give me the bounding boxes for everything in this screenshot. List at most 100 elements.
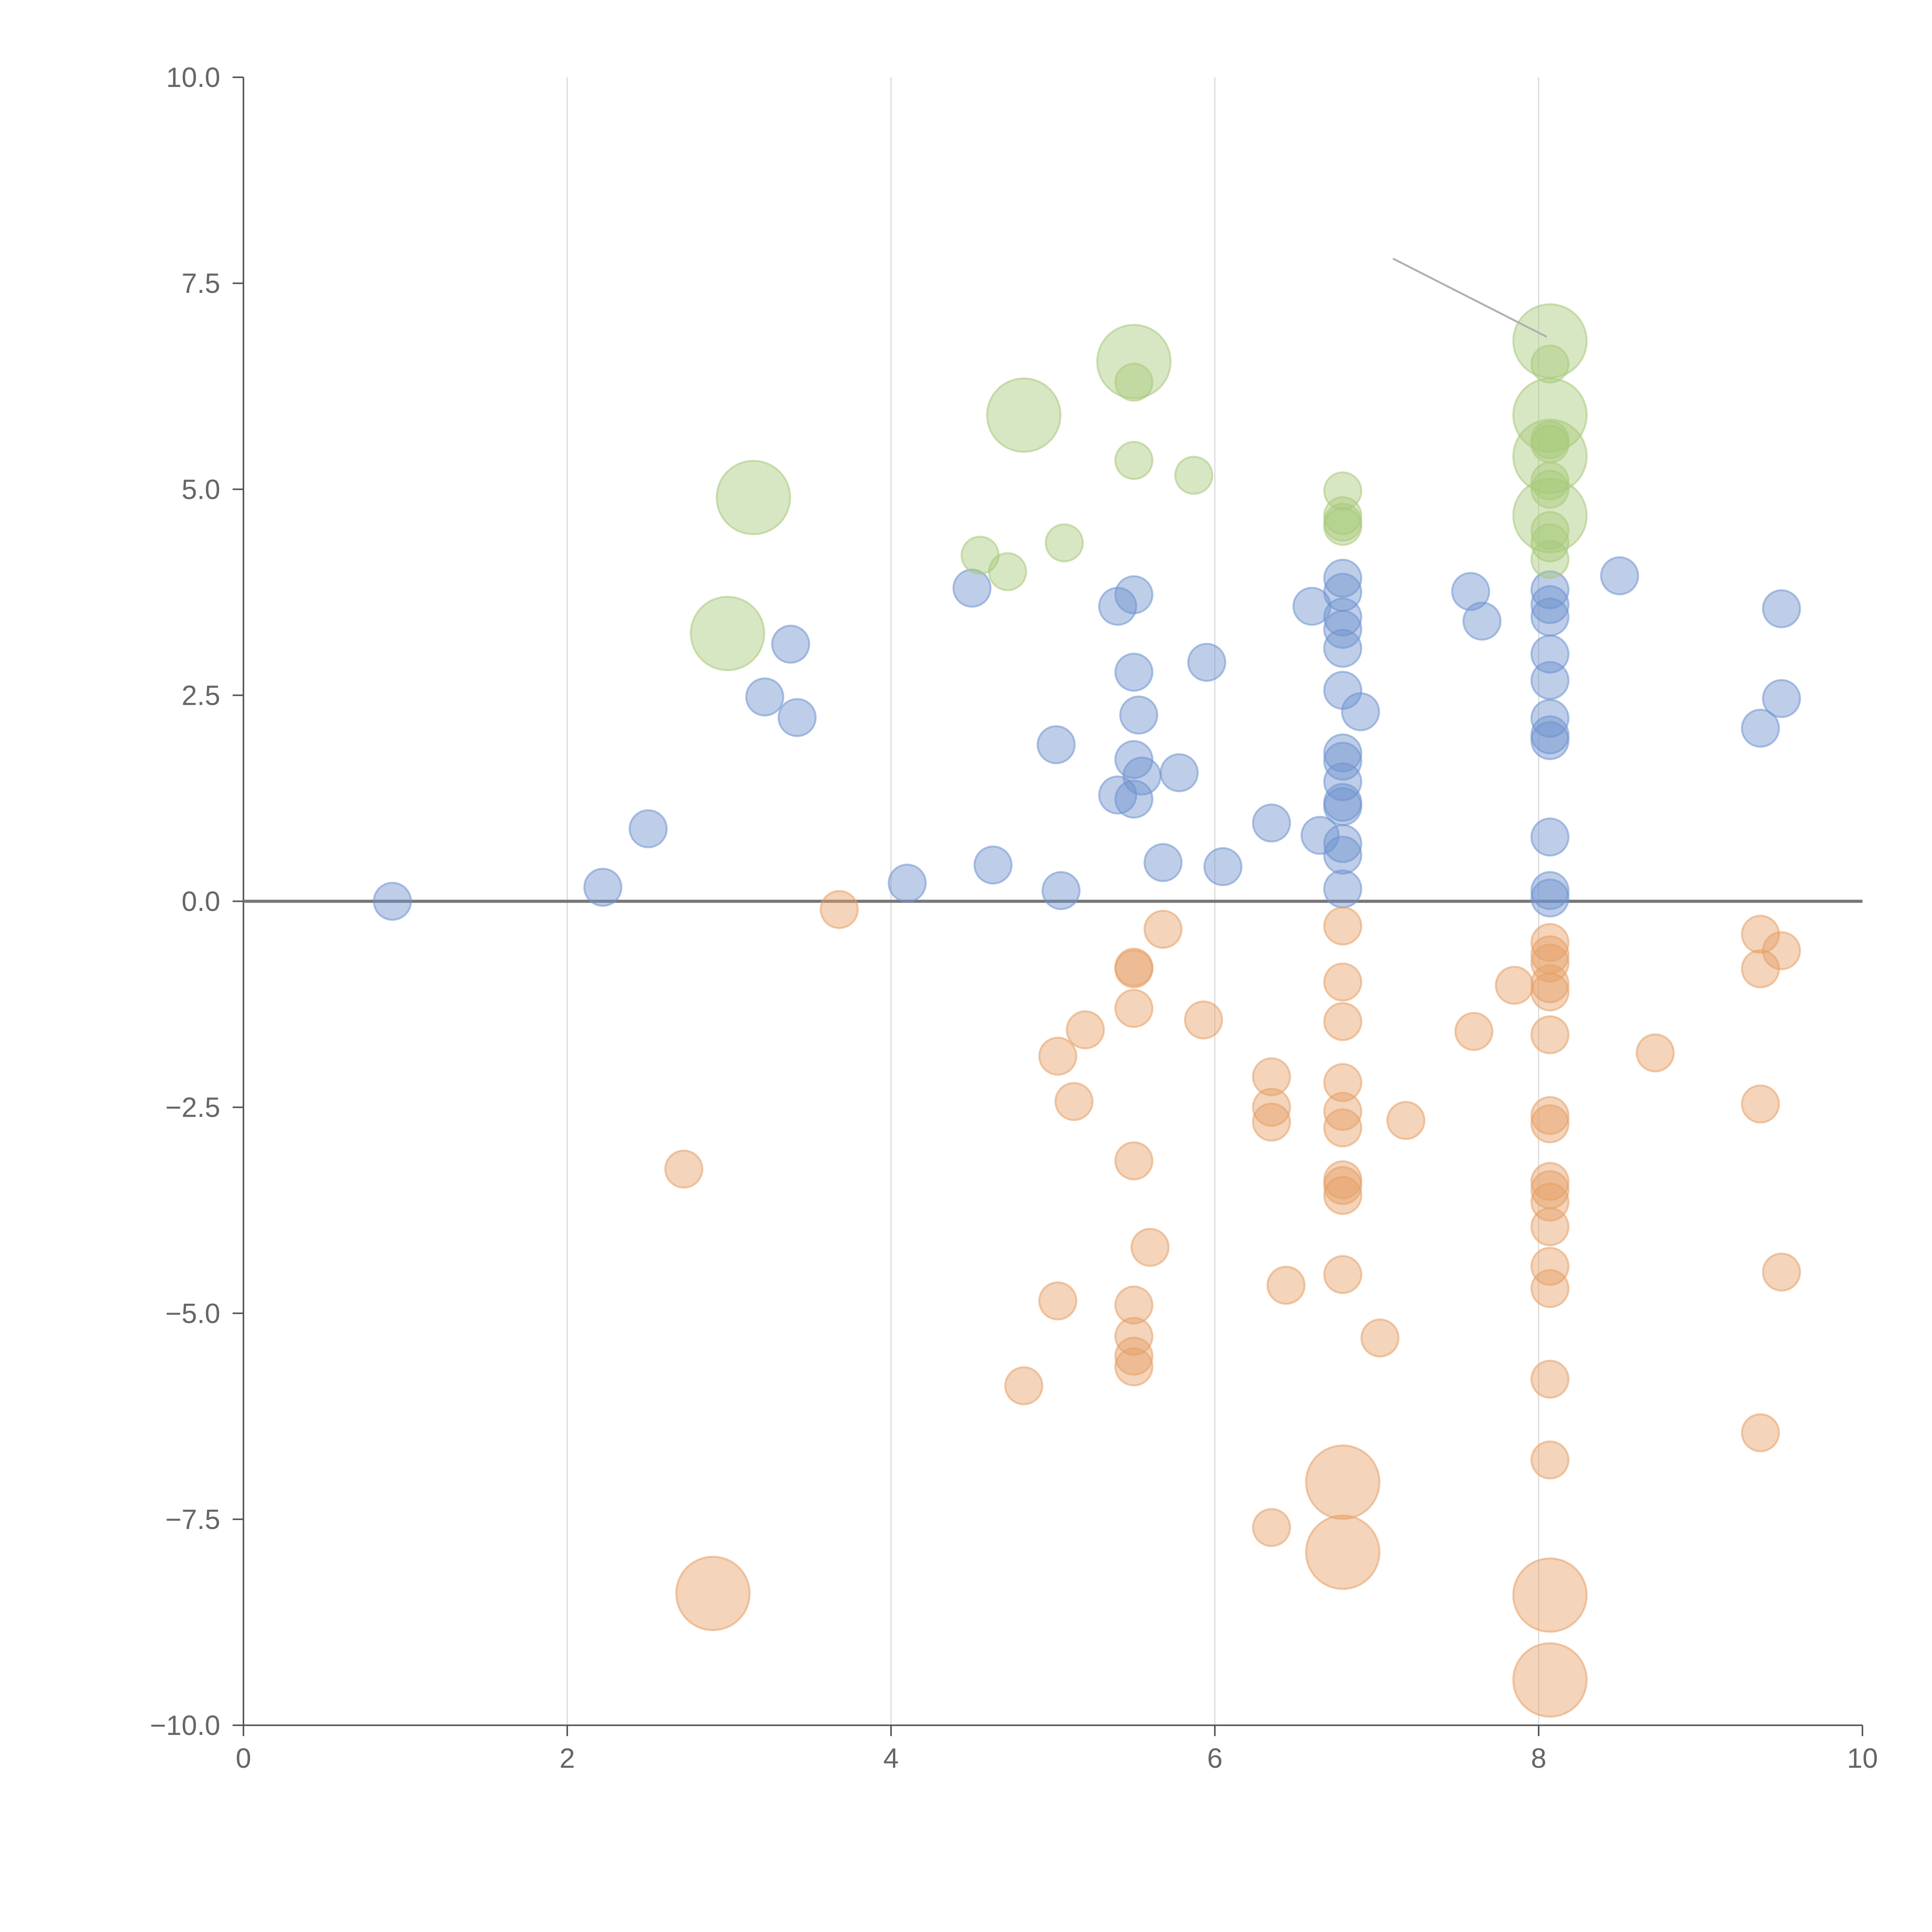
bubble-green xyxy=(1530,424,1570,464)
series-blue xyxy=(372,556,1801,921)
bubble-orange xyxy=(1323,1092,1362,1131)
bubble-orange xyxy=(1323,1108,1362,1148)
bubble-green xyxy=(690,595,765,671)
bubble-blue xyxy=(1451,572,1490,611)
bubble-blue xyxy=(1530,585,1570,624)
y-tick-label: 0.0 xyxy=(182,886,220,917)
bubble-orange xyxy=(1054,1082,1094,1121)
bubble-orange xyxy=(1762,931,1801,970)
bubble-blue xyxy=(629,809,668,849)
x-tick-label: 8 xyxy=(1531,1743,1546,1774)
bubble-blue xyxy=(1323,742,1362,781)
y-tick-label: −10.0 xyxy=(150,1710,220,1741)
bubble-green xyxy=(988,552,1027,591)
bubble-orange xyxy=(1530,943,1570,983)
bubble-blue xyxy=(1530,878,1570,918)
bubble-orange xyxy=(1323,1176,1362,1215)
annotation-connector xyxy=(1392,257,1548,338)
bubble-orange xyxy=(1114,989,1153,1028)
bubble-blue xyxy=(1323,629,1362,668)
bubble-orange xyxy=(1252,1057,1291,1097)
bubble-blue xyxy=(1098,775,1138,815)
bubble-orange xyxy=(1530,1269,1570,1308)
bubble-orange xyxy=(1741,1084,1780,1124)
bubble-blue xyxy=(1530,570,1570,609)
bubble-green xyxy=(1530,461,1570,501)
bubble-blue xyxy=(1143,843,1183,882)
bubble-blue xyxy=(1323,824,1362,863)
bubble-green xyxy=(1530,523,1570,563)
bubble-green xyxy=(986,377,1062,453)
bubble-orange xyxy=(1530,1104,1570,1143)
bubble-blue xyxy=(1600,556,1639,595)
bubble-green xyxy=(1530,469,1570,509)
bubble-blue xyxy=(1323,559,1362,598)
bubble-orange xyxy=(1530,1359,1570,1399)
bubble-blue xyxy=(1341,692,1380,731)
bubble-orange xyxy=(1184,1000,1223,1040)
bubble-orange xyxy=(1323,1255,1362,1294)
bubble-blue xyxy=(1300,816,1340,855)
bubble-orange xyxy=(1252,1508,1291,1547)
bubble-blue xyxy=(1462,601,1502,641)
bubble-orange xyxy=(1454,1012,1493,1051)
bubble-orange xyxy=(1741,1413,1780,1452)
bubble-blue xyxy=(1323,869,1362,909)
bubble-blue xyxy=(1252,803,1291,843)
bubble-blue xyxy=(1530,817,1570,857)
bubble-orange xyxy=(1038,1281,1078,1321)
bubble-blue xyxy=(1762,589,1801,628)
bubble-orange xyxy=(820,890,859,929)
bubble-orange xyxy=(1252,1088,1291,1127)
bubble-orange xyxy=(1530,1162,1570,1201)
bubble-orange xyxy=(1323,1063,1362,1102)
bubble-blue xyxy=(1741,709,1780,748)
bubble-blue xyxy=(372,882,412,921)
bubble-orange xyxy=(1114,1337,1153,1376)
bubble-blue xyxy=(1041,871,1081,910)
x-tick-label: 6 xyxy=(1207,1743,1223,1774)
series-orange xyxy=(664,890,1801,1718)
bubble-green xyxy=(716,460,791,536)
bubble-orange xyxy=(1323,906,1362,946)
bubble-orange xyxy=(1114,1141,1153,1180)
bubble-blue xyxy=(1036,725,1076,764)
series-green xyxy=(690,303,1588,671)
bubble-orange xyxy=(675,1556,751,1631)
bubble-orange xyxy=(1512,1557,1588,1633)
bubble-blue xyxy=(1530,597,1570,637)
bubble-blue xyxy=(888,864,927,903)
bubble-green xyxy=(1114,362,1153,402)
bubble-blue xyxy=(1160,753,1199,793)
bubble-orange xyxy=(1305,1444,1381,1520)
bubble-blue xyxy=(1323,787,1362,826)
bubble-green xyxy=(1530,540,1570,579)
bubble-blue xyxy=(1203,847,1243,886)
bubble-blue xyxy=(1530,661,1570,700)
x-tick-label: 0 xyxy=(236,1743,251,1774)
bubble-orange xyxy=(1143,910,1183,949)
bubble-orange xyxy=(1323,1002,1362,1041)
bubble-orange xyxy=(1530,1247,1570,1286)
bubble-orange xyxy=(1130,1228,1170,1267)
bubble-orange xyxy=(1512,1642,1588,1718)
bubble-orange xyxy=(1114,1316,1153,1356)
bubble-green xyxy=(1530,344,1570,384)
bubble-green xyxy=(1530,511,1570,550)
bubble-orange xyxy=(1530,972,1570,1012)
bubble-orange xyxy=(1530,1096,1570,1135)
bubble-blue xyxy=(1114,779,1153,819)
y-tick-label: 10.0 xyxy=(166,62,220,93)
y-axis-ticks: 10.0 7.5 5.0 2.5 0.0 −2.5 −5.0 −7.5 −10.0 xyxy=(150,62,243,1741)
y-tick-label: 7.5 xyxy=(182,268,220,299)
bubble-orange xyxy=(1360,1318,1400,1358)
bubble-green xyxy=(1114,441,1153,480)
bubble-blue xyxy=(1114,575,1153,614)
bubble-orange xyxy=(1530,1207,1570,1247)
x-tick-label: 10 xyxy=(1847,1743,1878,1774)
y-tick-label: −5.0 xyxy=(165,1298,220,1329)
bubble-orange xyxy=(664,1150,704,1189)
bubble-orange xyxy=(1266,1265,1306,1305)
bubble-blue xyxy=(1114,653,1153,692)
y-tick-label: 5.0 xyxy=(182,474,220,505)
